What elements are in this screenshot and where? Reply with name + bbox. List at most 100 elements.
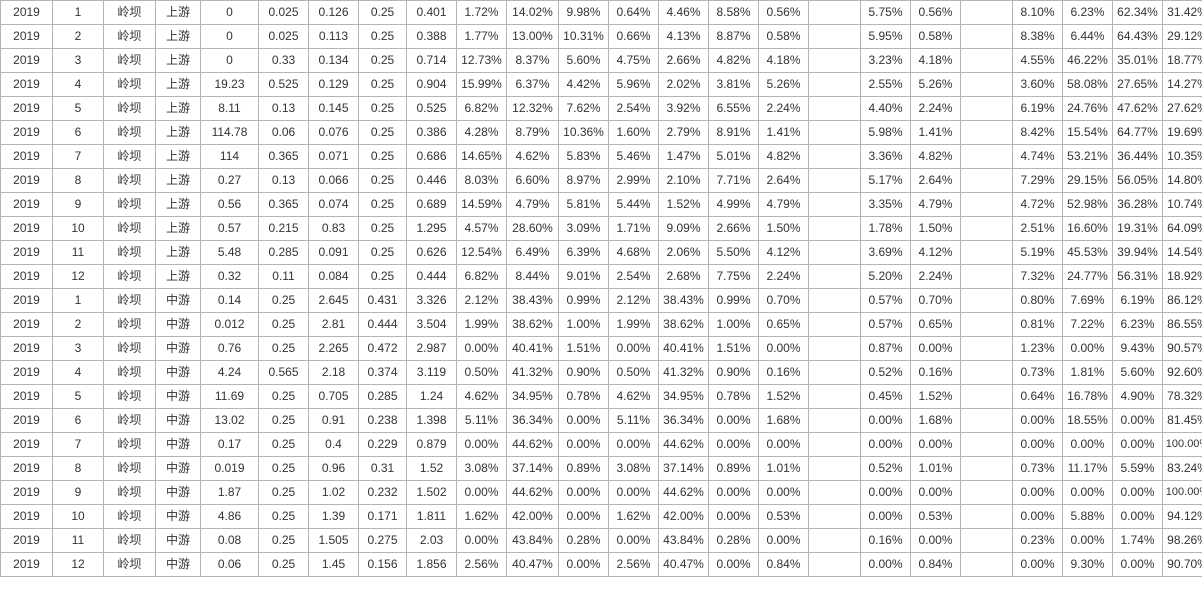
table-cell[interactable]: 38.43% xyxy=(658,288,709,313)
table-cell[interactable]: 4.62% xyxy=(608,384,659,409)
table-cell[interactable]: 9.43% xyxy=(1112,336,1163,361)
table-cell[interactable] xyxy=(808,168,861,193)
table-cell[interactable]: 11 xyxy=(52,528,104,553)
table-cell[interactable]: 0.689 xyxy=(406,192,457,217)
table-cell[interactable]: 岭坝 xyxy=(103,480,156,505)
table-cell[interactable]: 2.66% xyxy=(708,216,759,241)
table-cell[interactable]: 1.41% xyxy=(910,120,961,145)
table-cell[interactable]: 0.25 xyxy=(358,216,407,241)
table-cell[interactable]: 46.22% xyxy=(1062,48,1113,73)
table-cell[interactable]: 86.12% xyxy=(1162,288,1202,313)
table-cell[interactable]: 24.76% xyxy=(1062,96,1113,121)
table-cell[interactable]: 8.97% xyxy=(558,168,609,193)
table-cell[interactable]: 5.11% xyxy=(608,408,659,433)
table-cell[interactable]: 0.012 xyxy=(200,312,259,337)
table-cell[interactable]: 2019 xyxy=(0,408,53,433)
table-cell[interactable]: 2.79% xyxy=(658,120,709,145)
table-cell[interactable]: 0.25 xyxy=(358,168,407,193)
table-cell[interactable]: 2019 xyxy=(0,504,53,529)
table-cell[interactable]: 0.126 xyxy=(308,0,359,25)
table-cell[interactable]: 42.00% xyxy=(506,504,559,529)
table-cell[interactable]: 8 xyxy=(52,168,104,193)
table-cell[interactable]: 2.24% xyxy=(910,264,961,289)
table-cell[interactable]: 0.25 xyxy=(258,456,309,481)
table-cell[interactable]: 0.27 xyxy=(200,168,259,193)
table-cell[interactable]: 36.34% xyxy=(506,408,559,433)
table-cell[interactable]: 2.54% xyxy=(608,96,659,121)
table-cell[interactable]: 11.69 xyxy=(200,384,259,409)
table-cell[interactable] xyxy=(808,0,861,25)
table-cell[interactable]: 1.01% xyxy=(758,456,809,481)
table-cell[interactable]: 0.00% xyxy=(708,552,759,577)
table-cell[interactable]: 0.025 xyxy=(258,0,309,25)
table-cell[interactable]: 4.18% xyxy=(910,48,961,73)
table-cell[interactable]: 11.17% xyxy=(1062,456,1113,481)
table-cell[interactable]: 0.525 xyxy=(258,72,309,97)
table-cell[interactable]: 1.505 xyxy=(308,528,359,553)
table-cell[interactable]: 8.10% xyxy=(1012,0,1063,25)
table-cell[interactable]: 上游 xyxy=(155,24,201,49)
table-cell[interactable]: 4.86 xyxy=(200,504,259,529)
table-cell[interactable]: 40.41% xyxy=(506,336,559,361)
table-cell[interactable]: 中游 xyxy=(155,552,201,577)
table-cell[interactable]: 中游 xyxy=(155,288,201,313)
table-cell[interactable]: 1.51% xyxy=(558,336,609,361)
table-cell[interactable]: 0.066 xyxy=(308,168,359,193)
table-cell[interactable]: 8.11 xyxy=(200,96,259,121)
table-cell[interactable]: 40.41% xyxy=(658,336,709,361)
table-cell[interactable]: 0.52% xyxy=(860,360,911,385)
table-cell[interactable]: 4.68% xyxy=(608,240,659,265)
table-cell[interactable]: 42.00% xyxy=(658,504,709,529)
table-cell[interactable]: 6.37% xyxy=(506,72,559,97)
table-cell[interactable]: 2.99% xyxy=(608,168,659,193)
table-cell[interactable]: 0.25 xyxy=(258,288,309,313)
table-cell[interactable]: 6.82% xyxy=(456,264,507,289)
table-cell[interactable]: 0.00% xyxy=(708,432,759,457)
table-cell[interactable]: 5 xyxy=(52,96,104,121)
table-cell[interactable]: 0.78% xyxy=(708,384,759,409)
table-cell[interactable]: 3.35% xyxy=(860,192,911,217)
table-cell[interactable]: 0.275 xyxy=(358,528,407,553)
table-cell[interactable] xyxy=(960,216,1013,241)
table-cell[interactable]: 0.714 xyxy=(406,48,457,73)
table-cell[interactable]: 1.50% xyxy=(910,216,961,241)
table-cell[interactable]: 0.113 xyxy=(308,24,359,49)
table-cell[interactable]: 3.08% xyxy=(456,456,507,481)
table-cell[interactable]: 0.25 xyxy=(258,312,309,337)
table-cell[interactable]: 0.84% xyxy=(910,552,961,577)
table-cell[interactable]: 0.00% xyxy=(758,528,809,553)
table-cell[interactable]: 0.91 xyxy=(308,408,359,433)
table-cell[interactable] xyxy=(808,48,861,73)
table-cell[interactable]: 0.25 xyxy=(258,432,309,457)
table-cell[interactable]: 2.265 xyxy=(308,336,359,361)
table-cell[interactable]: 86.55% xyxy=(1162,312,1202,337)
table-cell[interactable]: 0.25 xyxy=(258,504,309,529)
table-cell[interactable]: 0.64% xyxy=(1012,384,1063,409)
table-cell[interactable]: 53.21% xyxy=(1062,144,1113,169)
table-cell[interactable]: 1.23% xyxy=(1012,336,1063,361)
table-cell[interactable] xyxy=(808,264,861,289)
table-cell[interactable]: 6.49% xyxy=(506,240,559,265)
table-cell[interactable]: 6.55% xyxy=(708,96,759,121)
table-cell[interactable]: 2019 xyxy=(0,312,53,337)
table-cell[interactable]: 0.431 xyxy=(358,288,407,313)
table-cell[interactable]: 12.54% xyxy=(456,240,507,265)
table-cell[interactable]: 47.62% xyxy=(1112,96,1163,121)
table-cell[interactable]: 岭坝 xyxy=(103,552,156,577)
table-cell[interactable]: 0.73% xyxy=(1012,360,1063,385)
table-cell[interactable]: 0.00% xyxy=(1112,432,1163,457)
table-cell[interactable]: 90.70% xyxy=(1162,552,1202,577)
table-cell[interactable]: 0.25 xyxy=(358,144,407,169)
table-cell[interactable]: 4.12% xyxy=(910,240,961,265)
table-cell[interactable]: 0.00% xyxy=(708,480,759,505)
table-cell[interactable]: 38.62% xyxy=(506,312,559,337)
table-cell[interactable]: 3.60% xyxy=(1012,72,1063,97)
table-cell[interactable]: 1.72% xyxy=(456,0,507,25)
table-cell[interactable] xyxy=(808,336,861,361)
table-cell[interactable]: 5.11% xyxy=(456,408,507,433)
table-cell[interactable]: 2019 xyxy=(0,192,53,217)
table-cell[interactable]: 0.238 xyxy=(358,408,407,433)
table-cell[interactable]: 3.69% xyxy=(860,240,911,265)
table-cell[interactable]: 0 xyxy=(200,24,259,49)
table-cell[interactable]: 0.215 xyxy=(258,216,309,241)
